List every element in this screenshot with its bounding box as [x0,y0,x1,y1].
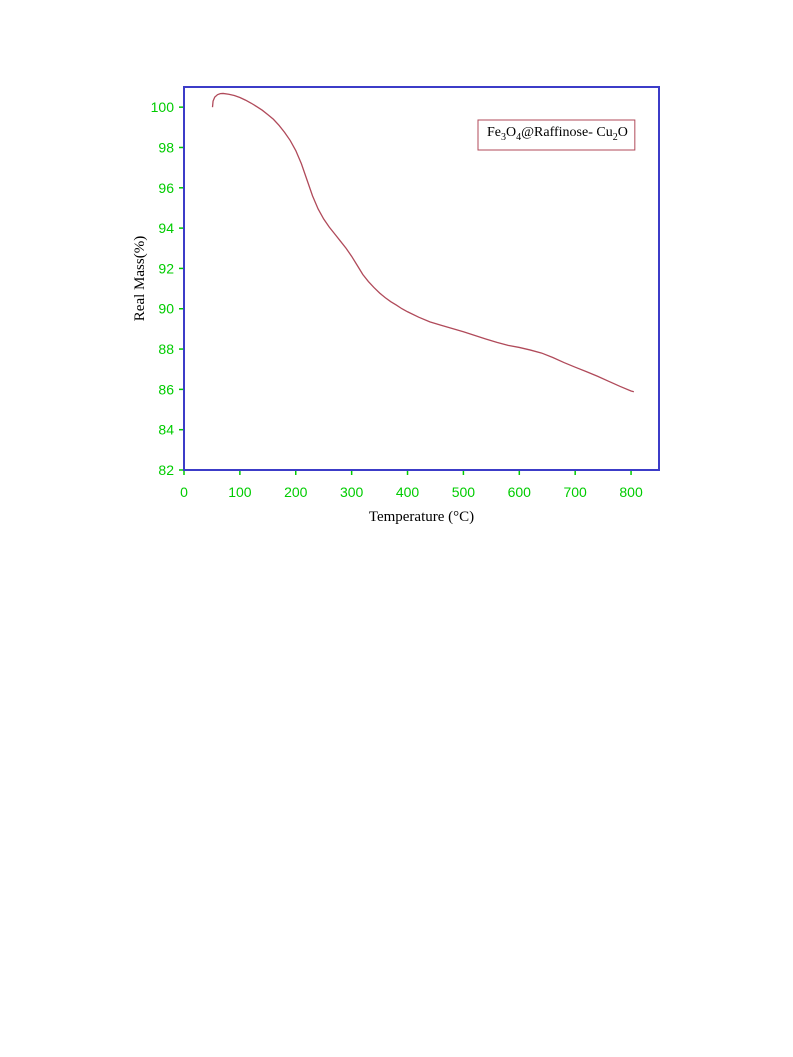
y-tick-label: 90 [158,301,174,317]
legend-label: Fe3O4@Raffinose- Cu2O [487,125,628,143]
y-tick-label: 98 [158,139,174,155]
x-tick-label: 800 [619,484,643,500]
x-tick-label: 200 [284,484,308,500]
x-tick-label: 500 [452,484,476,500]
legend-subscript: 4 [516,132,521,143]
y-tick-label: 86 [158,381,174,397]
plot-frame [183,86,660,471]
y-tick-label: 92 [158,260,174,276]
y-tick-label: 88 [158,341,174,357]
legend-subscript: 3 [501,132,506,143]
legend-text-part: @Raffinose- Cu [521,125,613,140]
tick-labels: 0 100 200 300 400 500 600 700 800 82 84 86 88 90 92 94 9… [151,99,643,500]
x-tick-label: 100 [228,484,252,500]
legend-text-part: O [506,125,516,140]
legend-text-part: O [618,125,628,140]
x-tick-label: 600 [508,484,532,500]
legend-subscript: 2 [613,132,618,143]
y-tick-label: 96 [158,180,174,196]
axis-ticks [179,106,632,475]
x-tick-label: 400 [396,484,420,500]
y-axis-label: Real Mass(%) [132,236,148,321]
legend-box [477,119,636,151]
x-tick-label: 700 [563,484,587,500]
x-axis-label: Temperature (°C) [369,509,474,525]
series-line [211,92,635,393]
legend: Fe3O4@Raffinose- Cu2O [477,119,636,151]
y-tick-label: 100 [151,99,175,115]
y-tick-label: 94 [158,220,174,236]
x-tick-label: 0 [180,484,188,500]
y-tick-label: 82 [158,462,174,478]
y-tick-label: 84 [158,422,174,438]
x-tick-label: 300 [340,484,364,500]
legend-text-part: Fe [487,125,501,140]
